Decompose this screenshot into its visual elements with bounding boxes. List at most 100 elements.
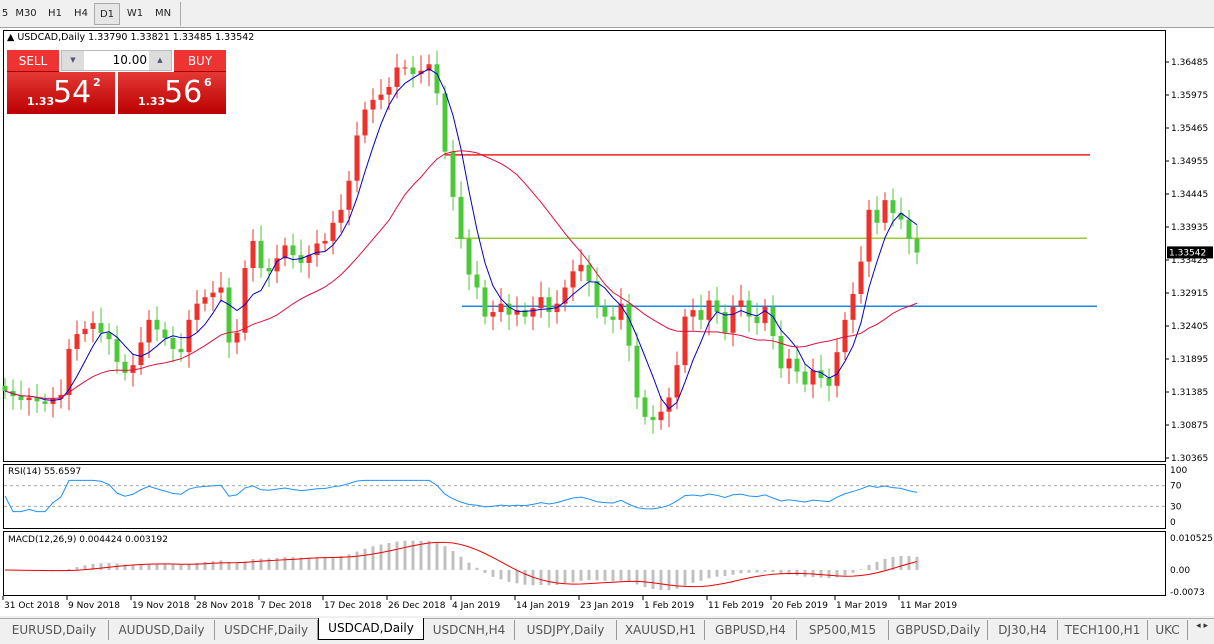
candle-body [210, 292, 216, 298]
collapse-triangle-icon[interactable]: ▲ [7, 32, 18, 43]
candle-body [850, 293, 856, 320]
candle [458, 181, 464, 249]
rsi-line [4, 479, 918, 513]
timeframe-M30[interactable]: M30 [15, 8, 37, 19]
buy-button[interactable]: BUY [174, 50, 226, 72]
sell-price-prefix: 1.33 [27, 95, 55, 108]
chart-tab[interactable]: USDCNH,H4 [424, 620, 515, 640]
candle [34, 383, 40, 413]
chart-tab[interactable]: UKC [1148, 620, 1188, 640]
candle-body [258, 240, 264, 269]
timeframe-5[interactable]: 5 [1, 8, 9, 19]
candle-body [42, 401, 48, 404]
chart-tab[interactable]: GBPUSD,H4 [705, 620, 797, 640]
candle-body [82, 328, 88, 335]
x-tick-label: 9 Nov 2018 [68, 601, 120, 611]
candle-body [338, 209, 344, 223]
candle [682, 308, 688, 373]
candle [818, 354, 824, 388]
candle-body [234, 332, 240, 343]
candle [602, 299, 608, 325]
macd-tick-label: -0.0073 [1170, 588, 1205, 598]
candle-body [810, 370, 816, 385]
candle [882, 192, 888, 231]
candle [434, 50, 440, 106]
chart-tab[interactable]: SP500,M15 [797, 620, 889, 640]
chart-tab[interactable]: AUDUSD,Daily [109, 620, 215, 640]
candle [74, 320, 80, 361]
candle-body [114, 339, 120, 362]
tab-scroll-arrows-icon[interactable]: ◂ ▸ [1196, 621, 1208, 631]
candle [634, 332, 640, 410]
candle-body [874, 209, 880, 223]
x-tick-label: 14 Jan 2019 [516, 601, 570, 611]
candle-body [706, 300, 712, 320]
chart-tab[interactable]: GBPUSD,Daily [889, 620, 988, 640]
x-tick-label: 11 Mar 2019 [900, 601, 957, 611]
lot-input[interactable]: 10.00 [112, 53, 147, 67]
buy-price[interactable]: 1.33 56 6 [118, 72, 226, 114]
candle [218, 271, 224, 303]
candle-body [154, 319, 160, 330]
sell-button[interactable]: SELL [7, 50, 59, 72]
chart-canvas[interactable]: 1.364851.359751.354651.349551.344451.339… [0, 28, 1214, 616]
candle [274, 244, 280, 283]
rsi-panel-frame [3, 464, 1166, 529]
chart-tab[interactable]: DJ30,H4 [988, 620, 1058, 640]
candle [890, 188, 896, 227]
chart-window[interactable]: 1.36485 1.35975 1.35465 1.34955 1.34445 1.339… [0, 28, 1214, 616]
timeframe-MN[interactable]: MN [154, 8, 172, 19]
candle [586, 255, 592, 297]
main-panel-frame [3, 30, 1166, 462]
timeframe-H4[interactable]: H4 [74, 8, 88, 19]
sell-price[interactable]: 1.33 54 2 [7, 72, 115, 114]
chart-tab[interactable]: XAUUSD,H1 [617, 620, 705, 640]
candle [674, 351, 680, 410]
lot-stepper[interactable]: ▼ 10.00 ▲ [61, 50, 172, 71]
candle [106, 323, 112, 355]
candle-body [242, 268, 248, 333]
candle [362, 101, 368, 144]
decrease-lot-icon[interactable]: ▼ [62, 51, 84, 70]
candle-body [426, 64, 432, 71]
candle [98, 307, 104, 343]
candle [282, 237, 288, 267]
candle-body [26, 397, 32, 401]
candle-body [594, 281, 600, 307]
candle-body [786, 358, 792, 369]
candle-body [362, 109, 368, 136]
chart-tab[interactable]: TECH100,H1 [1058, 620, 1148, 640]
candle-body [746, 300, 752, 317]
chart-tab[interactable]: EURUSD,Daily [0, 620, 109, 640]
y-tick-label: 1.33425 [1171, 256, 1208, 266]
timeframe-H1[interactable]: H1 [48, 8, 62, 19]
candle-body [666, 397, 672, 412]
increase-lot-icon[interactable]: ▲ [149, 51, 171, 70]
candle-body [2, 385, 8, 391]
candle-body [90, 323, 96, 329]
candle [866, 200, 872, 278]
candle-body [730, 306, 736, 333]
candle-body [570, 271, 576, 288]
candle [618, 288, 624, 330]
chart-tab[interactable]: USDCHF,Daily [215, 620, 318, 640]
candle [170, 326, 176, 363]
x-tick-label: 17 Dec 2018 [324, 601, 382, 611]
timeframe-W1[interactable]: W1 [126, 8, 144, 19]
candle [658, 396, 664, 430]
candle [802, 363, 808, 393]
timeframe-D1[interactable]: D1 [94, 3, 120, 25]
candle-body [194, 303, 200, 320]
candle [626, 293, 632, 362]
x-tick-label: 23 Jan 2019 [580, 601, 634, 611]
candle [194, 290, 200, 332]
candle-body [386, 86, 392, 95]
chart-tab[interactable]: USDJPY,Daily [515, 620, 617, 640]
candle [546, 287, 552, 328]
candle-body [650, 416, 656, 421]
y-tick-label: 1.31385 [1171, 388, 1208, 398]
candle-body [914, 238, 920, 253]
candle-body [858, 261, 864, 294]
candle-body [106, 332, 112, 340]
chart-tab[interactable]: USDCAD,Daily [318, 618, 424, 640]
